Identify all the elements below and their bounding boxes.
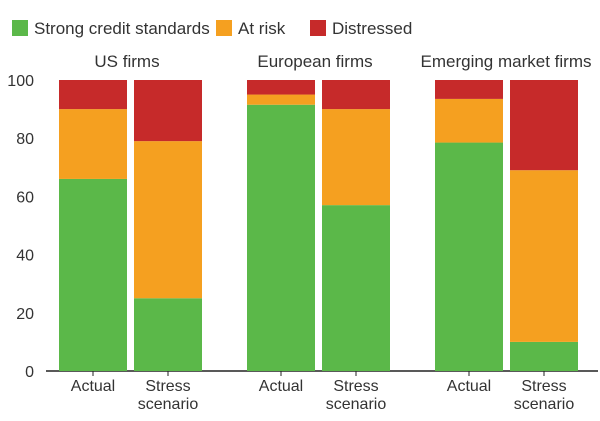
bar-g3-b2-s2 [510,170,578,342]
legend-label-3: Distressed [332,19,412,38]
category-label-g1-b2-l2: scenario [138,396,199,413]
legend-swatch-2 [216,20,232,36]
bar-g3-b2-s1 [510,341,578,371]
bar-g1-b1-s3 [59,80,127,110]
legend-swatch-3 [310,20,326,36]
bar-g2-b2-s3 [322,80,390,110]
bar-g2-b2-s1 [322,205,390,371]
category-label-g3-b2-l1: Stress [521,378,566,395]
bar-g2-b1-s2 [247,94,315,105]
category-label-g2-b1-l1: Actual [259,378,303,395]
group-title-3: Emerging market firms [421,52,592,71]
bar-g2-b1-s3 [247,80,315,95]
legend-swatch-1 [12,20,28,36]
bar-g1-b1-s1 [59,178,127,371]
legend-label-1: Strong credit standards [34,19,210,38]
category-label-g2-b2-l1: Stress [333,378,378,395]
bar-g3-b1-s3 [435,80,503,99]
category-label-g1-b1-l1: Actual [71,378,115,395]
category-label-g3-b2-l2: scenario [514,396,575,413]
group-title-2: European firms [257,52,372,71]
y-tick-label-2: 20 [16,306,34,323]
category-label-g1-b2-l1: Stress [145,378,190,395]
bar-g1-b2-s2 [134,141,202,299]
group-title-1: US firms [94,52,159,71]
category-label-g3-b1-l1: Actual [447,378,491,395]
y-tick-label-5: 80 [16,131,34,148]
y-tick-label-3: 40 [16,248,34,265]
y-tick-label-4: 60 [16,189,34,206]
bar-g2-b2-s2 [322,109,390,206]
bar-g1-b1-s2 [59,109,127,179]
bar-g3-b2-s3 [510,80,578,171]
bar-g3-b1-s2 [435,98,503,143]
category-label-g2-b2-l2: scenario [326,396,387,413]
y-tick-label-1: 0 [25,364,34,381]
bar-g1-b2-s3 [134,80,202,142]
bar-g1-b2-s1 [134,298,202,371]
legend-label-2: At risk [238,19,286,38]
bar-g2-b1-s1 [247,104,315,372]
y-tick-label-6: 100 [7,73,34,90]
bar-g3-b1-s1 [435,142,503,371]
